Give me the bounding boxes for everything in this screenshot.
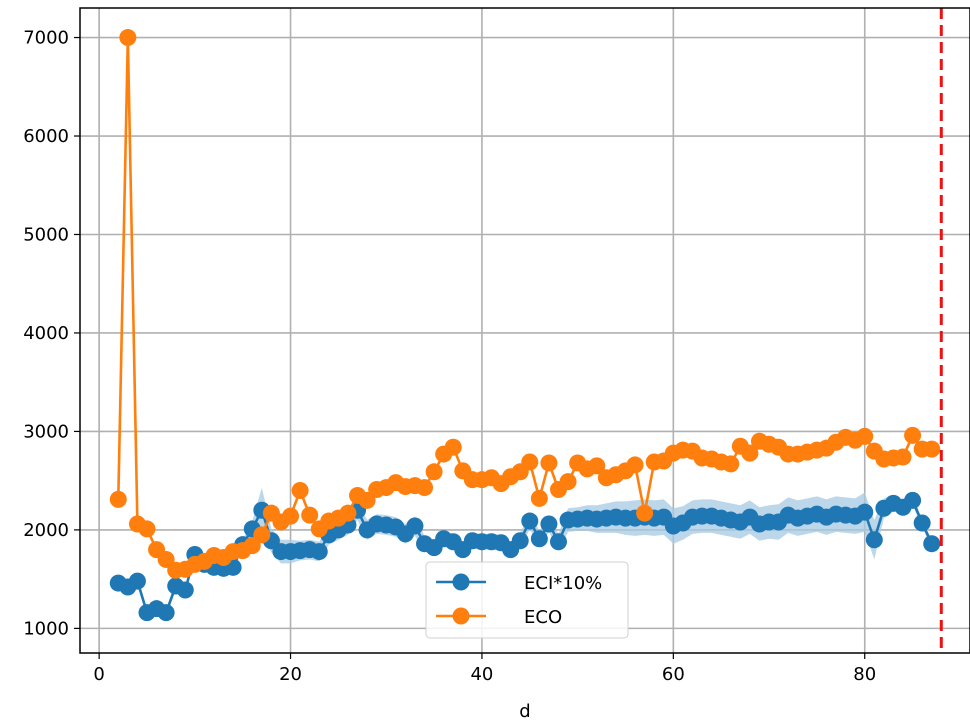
series — [109, 29, 941, 622]
x-tick-label: 0 — [93, 664, 104, 685]
legend: ECI*10% ECO — [425, 561, 629, 639]
y-tick-label: 5000 — [23, 224, 69, 245]
data-point — [301, 506, 319, 524]
data-point — [636, 504, 654, 522]
x-tick-label: 80 — [853, 664, 876, 685]
x-axis-label: d — [519, 701, 530, 722]
plot-frame — [79, 7, 970, 654]
legend-marker — [452, 607, 470, 625]
data-point — [923, 440, 941, 458]
data-point — [856, 427, 874, 445]
data-point — [626, 456, 644, 474]
data-point — [119, 29, 137, 47]
legend-label: ECO — [524, 607, 562, 628]
data-point — [521, 453, 539, 471]
data-point — [923, 535, 941, 553]
data-point — [588, 457, 606, 475]
x-tick-label: 40 — [470, 664, 493, 685]
data-point — [530, 489, 548, 507]
data-point — [559, 473, 577, 491]
y-tick-label: 7000 — [23, 28, 69, 49]
data-point — [865, 531, 883, 549]
data-point — [530, 530, 548, 548]
y-tick-label: 4000 — [23, 323, 69, 344]
x-tick-label: 20 — [279, 664, 302, 685]
data-point — [138, 520, 156, 538]
legend-marker — [452, 573, 470, 591]
data-point — [511, 532, 529, 550]
y-tick-label: 1000 — [23, 618, 69, 639]
data-point — [722, 455, 740, 473]
series-eco — [109, 29, 941, 579]
data-point — [913, 514, 931, 532]
data-point — [339, 504, 357, 522]
y-tick-label: 2000 — [23, 520, 69, 541]
data-point — [894, 448, 912, 466]
data-point — [416, 479, 434, 497]
data-point — [128, 572, 146, 590]
x-tick-label: 60 — [662, 664, 685, 685]
axis-ticks: 0 20 40 60 80 1000 2000 3000 4000 5000 6000 7000 — [23, 28, 876, 685]
data-point — [856, 503, 874, 521]
data-point — [282, 507, 300, 525]
data-point — [521, 512, 539, 530]
data-point — [253, 526, 271, 544]
data-point — [406, 517, 424, 535]
data-point — [157, 604, 175, 622]
legend-label: ECI*10% — [524, 573, 602, 594]
data-point — [549, 533, 567, 551]
data-point — [291, 482, 309, 500]
data-point — [741, 444, 759, 462]
series-eci10 — [109, 491, 941, 622]
data-point — [904, 491, 922, 509]
data-point — [109, 490, 127, 508]
data-point — [904, 426, 922, 444]
data-point — [444, 438, 462, 456]
data-point — [425, 463, 443, 481]
data-point — [176, 581, 194, 599]
data-point — [540, 454, 558, 472]
data-point — [310, 543, 328, 561]
data-point — [540, 515, 558, 533]
y-tick-label: 6000 — [23, 126, 69, 147]
series-line — [116, 36, 932, 572]
y-tick-label: 3000 — [23, 421, 69, 442]
